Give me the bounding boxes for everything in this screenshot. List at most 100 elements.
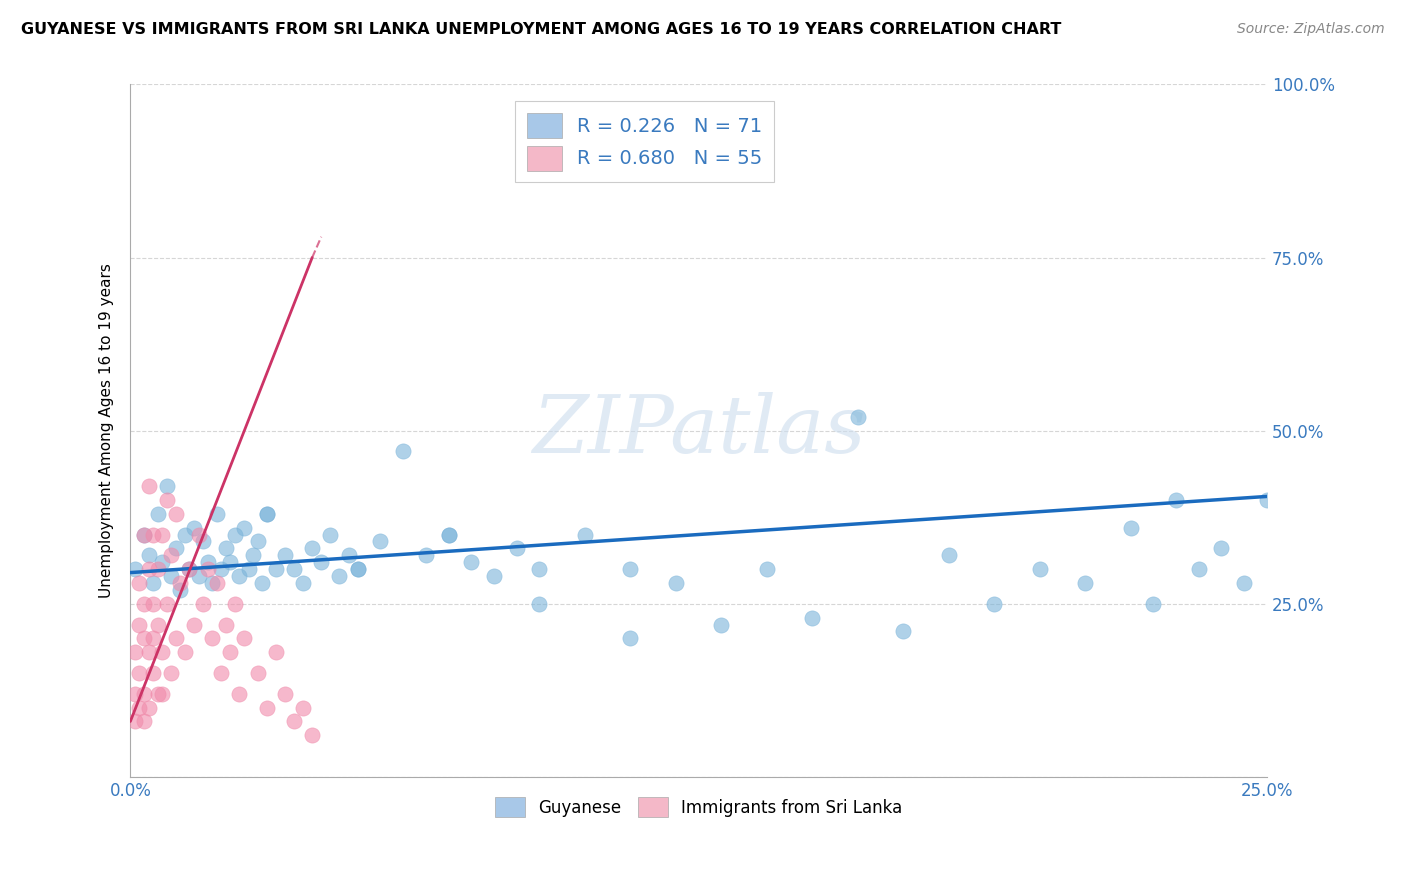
Point xyxy=(124,714,146,729)
Point xyxy=(132,632,155,646)
Point xyxy=(415,549,437,563)
Point xyxy=(205,576,228,591)
Legend: Guyanese, Immigrants from Sri Lanka: Guyanese, Immigrants from Sri Lanka xyxy=(488,790,910,824)
Point xyxy=(138,479,160,493)
Point xyxy=(238,562,260,576)
Point xyxy=(328,569,350,583)
Point xyxy=(619,632,641,646)
Point xyxy=(301,541,323,556)
Point xyxy=(132,527,155,541)
Point xyxy=(165,541,187,556)
Point xyxy=(146,687,169,701)
Point xyxy=(665,576,688,591)
Point xyxy=(150,527,173,541)
Point xyxy=(219,645,242,659)
Point xyxy=(128,665,150,680)
Point xyxy=(173,527,195,541)
Point xyxy=(142,665,165,680)
Point xyxy=(710,617,733,632)
Point xyxy=(205,507,228,521)
Point xyxy=(1142,597,1164,611)
Point xyxy=(1256,492,1278,507)
Point xyxy=(179,562,201,576)
Point xyxy=(156,492,179,507)
Point xyxy=(283,714,305,729)
Point xyxy=(346,562,368,576)
Point xyxy=(183,617,205,632)
Point xyxy=(846,409,869,424)
Point xyxy=(173,645,195,659)
Text: GUYANESE VS IMMIGRANTS FROM SRI LANKA UNEMPLOYMENT AMONG AGES 16 TO 19 YEARS COR: GUYANESE VS IMMIGRANTS FROM SRI LANKA UN… xyxy=(21,22,1062,37)
Point xyxy=(256,507,278,521)
Point xyxy=(128,617,150,632)
Point xyxy=(228,569,250,583)
Point xyxy=(169,576,191,591)
Point xyxy=(319,527,342,541)
Point xyxy=(437,527,460,541)
Point xyxy=(150,555,173,569)
Point xyxy=(201,63,224,78)
Point xyxy=(1119,520,1142,534)
Point xyxy=(191,534,214,549)
Point xyxy=(574,527,596,541)
Point xyxy=(138,645,160,659)
Point xyxy=(179,562,201,576)
Point xyxy=(246,665,269,680)
Point xyxy=(1188,562,1211,576)
Point xyxy=(183,520,205,534)
Text: ZIPatlas: ZIPatlas xyxy=(531,392,865,469)
Point xyxy=(209,562,232,576)
Point xyxy=(187,569,209,583)
Point xyxy=(209,665,232,680)
Point xyxy=(191,597,214,611)
Point xyxy=(142,632,165,646)
Point xyxy=(755,562,778,576)
Point xyxy=(938,549,960,563)
Point xyxy=(529,562,551,576)
Point xyxy=(437,527,460,541)
Point xyxy=(392,444,415,458)
Point xyxy=(292,700,315,714)
Point xyxy=(264,562,287,576)
Point xyxy=(138,700,160,714)
Point xyxy=(146,617,169,632)
Point xyxy=(274,687,297,701)
Point xyxy=(242,549,264,563)
Point xyxy=(311,555,333,569)
Point xyxy=(132,714,155,729)
Point xyxy=(128,576,150,591)
Point xyxy=(233,520,256,534)
Point xyxy=(292,576,315,591)
Point xyxy=(224,527,246,541)
Point xyxy=(274,549,297,563)
Point xyxy=(132,687,155,701)
Point xyxy=(233,632,256,646)
Point xyxy=(146,562,169,576)
Point xyxy=(983,597,1005,611)
Point xyxy=(619,562,641,576)
Point xyxy=(283,562,305,576)
Point xyxy=(346,562,368,576)
Point xyxy=(301,728,323,742)
Point xyxy=(215,541,238,556)
Point xyxy=(228,687,250,701)
Point xyxy=(482,569,505,583)
Point xyxy=(138,562,160,576)
Point xyxy=(132,597,155,611)
Point xyxy=(156,479,179,493)
Point xyxy=(1164,492,1187,507)
Point xyxy=(169,582,191,597)
Point xyxy=(160,569,183,583)
Point xyxy=(165,507,187,521)
Point xyxy=(124,562,146,576)
Point xyxy=(891,624,914,639)
Point xyxy=(1211,541,1233,556)
Point xyxy=(197,562,219,576)
Point xyxy=(264,645,287,659)
Point xyxy=(529,597,551,611)
Point xyxy=(132,527,155,541)
Point xyxy=(150,645,173,659)
Point xyxy=(142,597,165,611)
Y-axis label: Unemployment Among Ages 16 to 19 years: Unemployment Among Ages 16 to 19 years xyxy=(100,263,114,599)
Point xyxy=(215,617,238,632)
